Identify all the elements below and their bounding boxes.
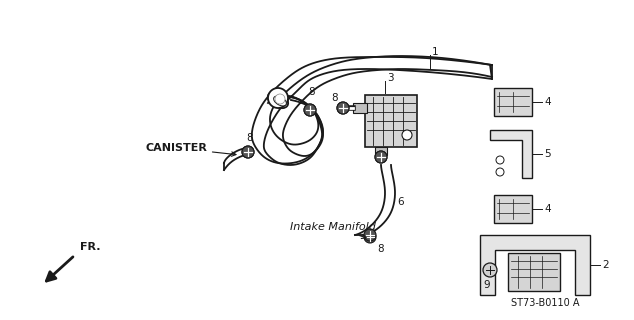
Bar (365, 95, 417, 147)
Circle shape (402, 130, 412, 140)
Circle shape (364, 231, 376, 243)
Circle shape (337, 102, 349, 114)
Ellipse shape (274, 96, 287, 106)
Circle shape (337, 102, 349, 114)
Circle shape (483, 263, 497, 277)
Circle shape (364, 229, 376, 241)
Text: 8: 8 (377, 244, 384, 254)
Circle shape (304, 104, 316, 116)
Text: CANISTER: CANISTER (145, 143, 236, 156)
Circle shape (242, 146, 254, 158)
Circle shape (375, 151, 387, 163)
Circle shape (275, 94, 285, 104)
Text: 5: 5 (544, 149, 550, 159)
Text: 6: 6 (397, 197, 404, 207)
Circle shape (496, 156, 504, 164)
Text: 4: 4 (544, 204, 550, 214)
Circle shape (375, 151, 387, 163)
Text: 4: 4 (544, 97, 550, 107)
Text: 8: 8 (331, 93, 338, 103)
Polygon shape (480, 235, 590, 295)
Circle shape (242, 146, 254, 158)
Text: Intake Manifold: Intake Manifold (290, 222, 376, 238)
Circle shape (304, 104, 316, 116)
Polygon shape (490, 130, 532, 178)
Text: 3: 3 (387, 73, 394, 83)
Bar (508, 253, 560, 291)
Bar (494, 88, 532, 116)
Circle shape (496, 168, 504, 176)
Text: 2: 2 (602, 260, 609, 270)
Bar (353, 103, 367, 113)
Text: ST73-B0110 A: ST73-B0110 A (512, 298, 580, 308)
Text: 8: 8 (308, 87, 314, 97)
Text: FR.: FR. (80, 242, 101, 252)
Bar (375, 147, 387, 155)
Bar (494, 195, 532, 223)
Text: 8: 8 (246, 133, 252, 143)
Text: 1: 1 (432, 47, 439, 57)
Ellipse shape (268, 92, 288, 108)
Text: 9: 9 (483, 280, 489, 290)
Circle shape (268, 88, 288, 108)
